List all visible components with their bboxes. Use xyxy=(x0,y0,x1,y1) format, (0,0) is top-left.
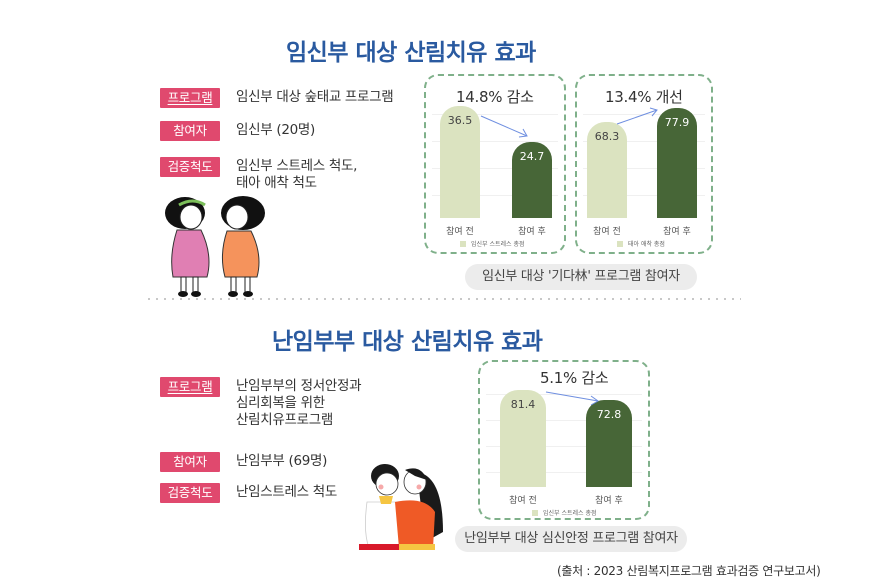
scale-badge: 검증척도 xyxy=(160,483,220,503)
legend-label: 임신부 스트레스 총점 xyxy=(543,510,597,517)
hugging-couple-illustration xyxy=(359,464,443,550)
bar-value: 81.4 xyxy=(510,398,536,411)
scale-text: 임신부 스트레스 척도, 태아 애착 척도 xyxy=(236,158,358,191)
legend-label: 태아 애착 총점 xyxy=(628,241,665,248)
chart-fetal-attachment: 13.4% 개선 68.3 77.9 참여 전 참여 후 태아 애착 총점 xyxy=(575,74,713,254)
change-annotation: 14.8% 감소 xyxy=(456,88,534,106)
section1-title: 임신부 대상 산림치유 효과 xyxy=(286,40,536,66)
legend-swatch xyxy=(532,509,538,516)
bar-before: 36.5 xyxy=(440,106,480,218)
change-annotation: 13.4% 개선 xyxy=(605,88,683,106)
x-label: 참여 후 xyxy=(663,227,691,237)
info-program: 프로그램 임신부 대상 숲태교 프로그램 xyxy=(160,88,394,108)
x-label: 참여 전 xyxy=(593,227,621,237)
participants-text: 임신부 (20명) xyxy=(236,122,315,138)
participants-text: 난임부부 (69명) xyxy=(236,453,328,469)
section1-caption: 임신부 대상 '기다林' 프로그램 참여자 xyxy=(465,264,697,290)
down-arrow-icon xyxy=(545,391,599,406)
bar-value: 72.8 xyxy=(596,408,622,421)
scale-text: 난임스트레스 척도 xyxy=(236,484,337,500)
info-scale: 검증척도 임신부 스트레스 척도, 태아 애착 척도 xyxy=(160,157,357,192)
program-badge: 프로그램 xyxy=(160,88,220,108)
chart-infertility-stress: 5.1% 감소 81.4 72.8 참여 전 참여 후 임신부 스트레스 총점 xyxy=(478,360,650,520)
section2-title: 난임부부 대상 산림치유 효과 xyxy=(272,329,543,355)
info-participants: 참여자 난임부부 (69명) xyxy=(160,452,327,472)
down-arrow-icon xyxy=(480,115,528,138)
program-text: 난임부부의 정서안정과 심리회복을 위한 산림치유프로그램 xyxy=(236,378,362,428)
up-arrow-icon xyxy=(616,107,658,125)
program-badge: 프로그램 xyxy=(160,377,220,397)
bar-value: 36.5 xyxy=(447,114,473,127)
bar-after: 77.9 xyxy=(657,108,697,218)
bar-before: 68.3 xyxy=(587,122,627,218)
bar-value: 68.3 xyxy=(594,130,620,143)
bar-value: 77.9 xyxy=(664,116,690,129)
source-citation: (출처 : 2023 산림복지프로그램 효과검증 연구보고서) xyxy=(557,564,821,578)
x-label: 참여 후 xyxy=(518,227,546,237)
legend: 임신부 스트레스 총점 xyxy=(532,508,597,517)
section2-caption: 난임부부 대상 심신안정 프로그램 참여자 xyxy=(455,526,687,552)
two-pregnant-women-illustration xyxy=(165,196,265,297)
chart-stress-pregnant: 14.8% 감소 36.5 24.7 참여 전 참여 후 임신부 스트레스 총점 xyxy=(424,74,566,254)
legend: 태아 애착 총점 xyxy=(617,239,665,248)
legend-swatch xyxy=(460,240,466,247)
scale-badge: 검증척도 xyxy=(160,157,220,177)
participants-badge: 참여자 xyxy=(160,121,220,141)
bar-value: 24.7 xyxy=(519,150,545,163)
bar-after: 24.7 xyxy=(512,142,552,218)
participants-badge: 참여자 xyxy=(160,452,220,472)
x-label: 참여 전 xyxy=(509,496,537,506)
info-program: 프로그램 난임부부의 정서안정과 심리회복을 위한 산림치유프로그램 xyxy=(160,377,362,429)
legend: 임신부 스트레스 총점 xyxy=(460,239,525,248)
bar-after: 72.8 xyxy=(586,400,632,487)
legend-swatch xyxy=(617,240,623,247)
legend-label: 임신부 스트레스 총점 xyxy=(471,241,525,248)
x-label: 참여 전 xyxy=(446,227,474,237)
bar-before: 81.4 xyxy=(500,390,546,487)
info-participants: 참여자 임신부 (20명) xyxy=(160,121,315,141)
dotted-divider xyxy=(145,298,741,300)
info-scale: 검증척도 난임스트레스 척도 xyxy=(160,483,337,503)
x-label: 참여 후 xyxy=(595,496,623,506)
program-text: 임신부 대상 숲태교 프로그램 xyxy=(236,89,394,105)
change-annotation: 5.1% 감소 xyxy=(540,369,609,387)
